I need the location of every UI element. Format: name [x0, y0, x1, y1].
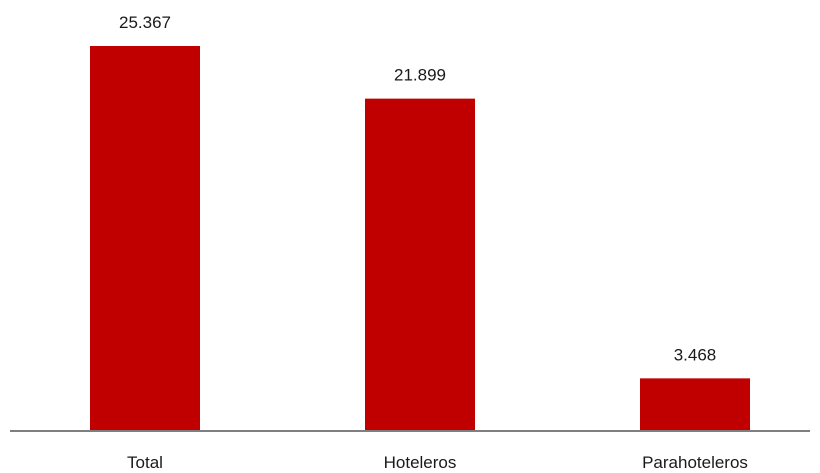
category-label-hoteleros: Hoteleros — [384, 453, 457, 472]
value-label-total: 25.367 — [119, 13, 171, 32]
value-labels-group: 25.367 21.899 3.468 — [119, 13, 716, 364]
category-label-parahoteleros: Parahoteleros — [642, 453, 748, 472]
bar-hoteleros — [365, 98, 475, 431]
bar-total — [90, 46, 200, 431]
category-label-total: Total — [127, 453, 163, 472]
bar-parahoteleros — [640, 378, 750, 431]
value-label-parahoteleros: 3.468 — [674, 345, 717, 364]
value-label-hoteleros: 21.899 — [394, 66, 446, 85]
bars-group — [90, 46, 750, 431]
category-labels-group: Total Hoteleros Parahoteleros — [127, 453, 748, 472]
